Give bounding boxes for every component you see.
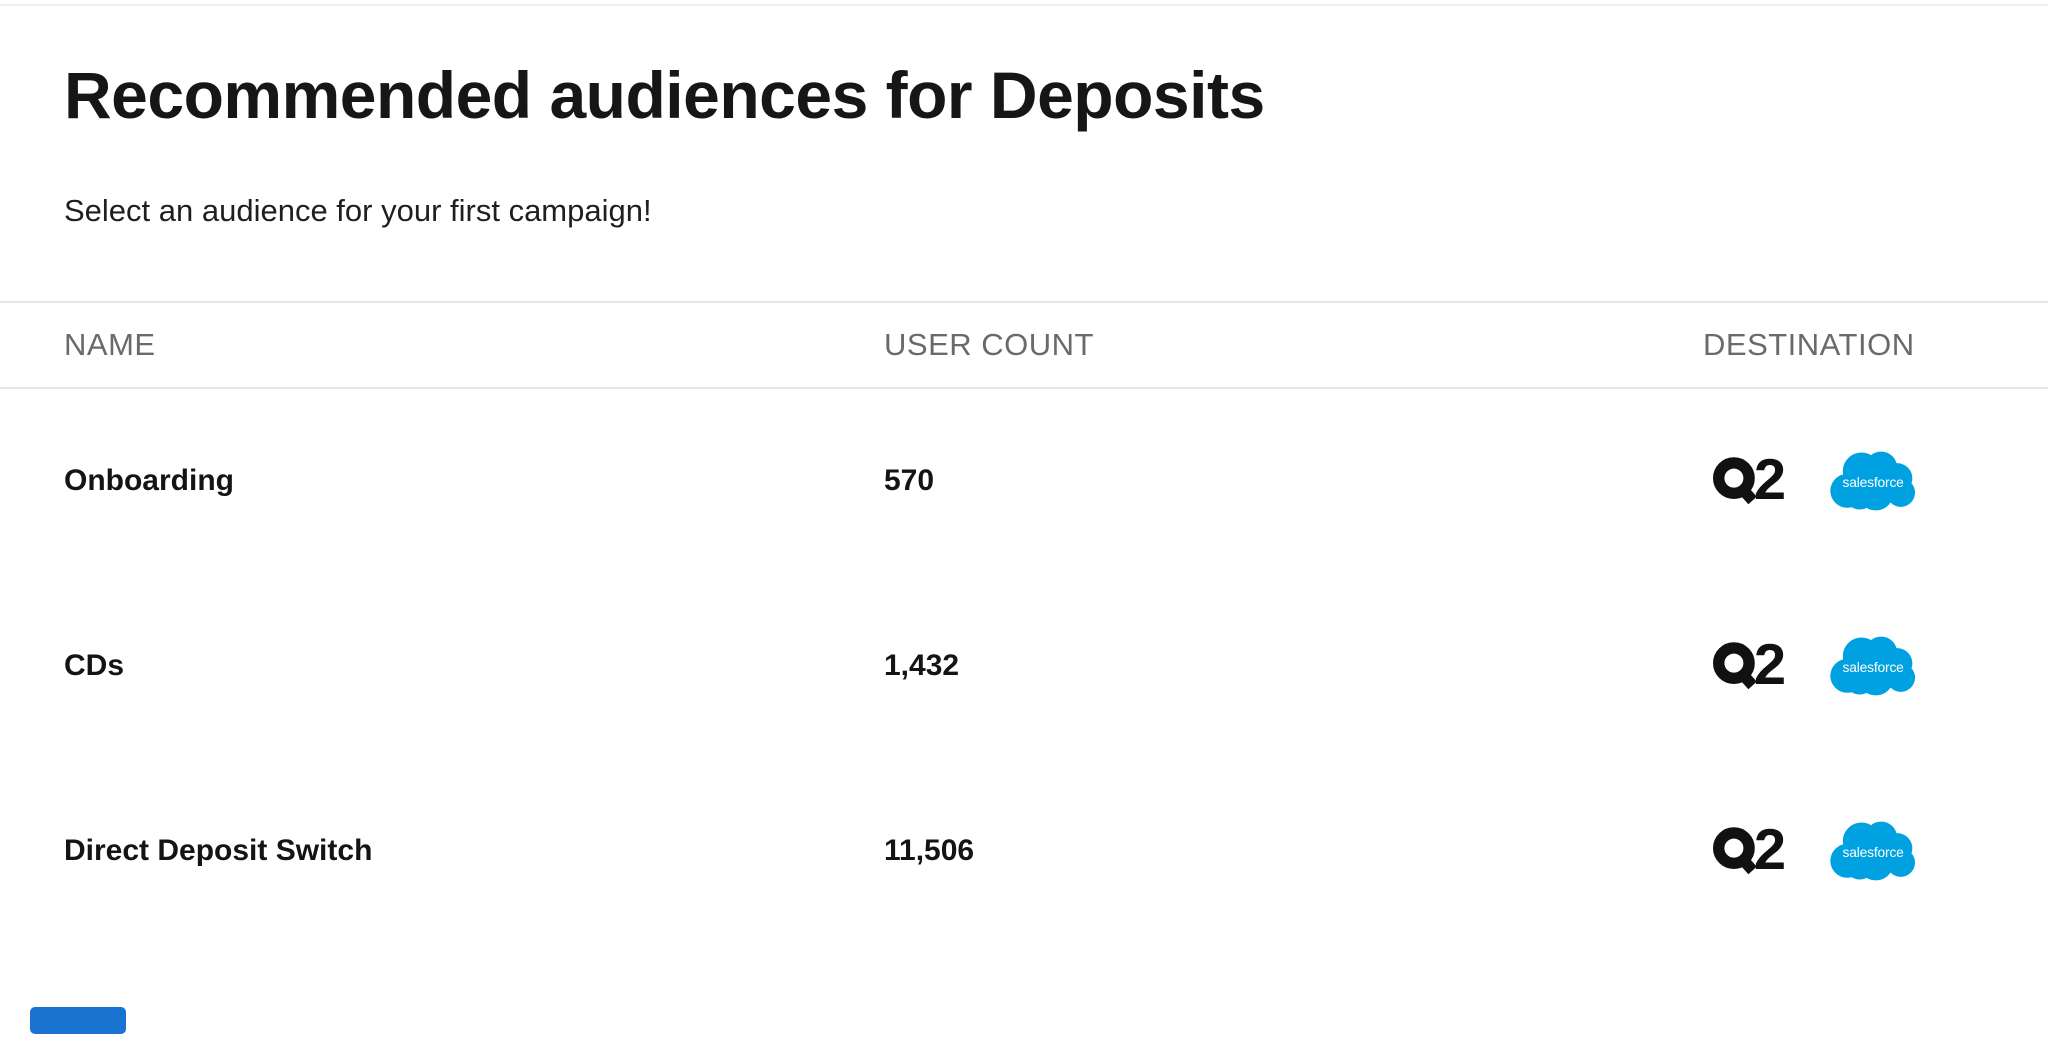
audience-name: Direct Deposit Switch <box>64 834 373 868</box>
destination-cell: 2 salesforce <box>1703 633 1948 699</box>
q2-destination-icon: 2 <box>1713 456 1789 506</box>
svg-text:2: 2 <box>1754 456 1786 506</box>
svg-text:2: 2 <box>1754 641 1786 691</box>
svg-text:2: 2 <box>1754 826 1786 876</box>
audience-name: Onboarding <box>64 464 234 498</box>
column-header-name: NAME <box>64 326 156 362</box>
top-divider <box>0 4 2048 6</box>
recommended-audiences-panel: Recommended audiences for Deposits Selec… <box>0 58 2048 944</box>
salesforce-destination-icon: salesforce <box>1829 448 1919 514</box>
column-header-destination: DESTINATION <box>1703 326 1915 362</box>
audience-row-onboarding[interactable]: Onboarding 570 2 <box>0 389 2048 574</box>
salesforce-destination-icon: salesforce <box>1829 633 1919 699</box>
svg-text:salesforce: salesforce <box>1843 659 1905 675</box>
audience-row-cds[interactable]: CDs 1,432 2 <box>0 574 2048 759</box>
column-header-user-count: USER COUNT <box>884 326 1094 362</box>
q2-destination-icon: 2 <box>1713 826 1789 876</box>
destination-cell: 2 salesforce <box>1703 448 1948 514</box>
page-title: Recommended audiences for Deposits <box>64 58 1265 132</box>
destination-cell: 2 salesforce <box>1703 818 1948 884</box>
svg-text:salesforce: salesforce <box>1843 474 1905 490</box>
bottom-partial-button[interactable] <box>30 1007 126 1034</box>
audience-user-count: 11,506 <box>884 834 975 868</box>
table-header-row: NAME USER COUNT DESTINATION <box>0 300 2048 389</box>
salesforce-destination-icon: salesforce <box>1829 818 1919 884</box>
audience-name: CDs <box>64 649 125 683</box>
audience-table: NAME USER COUNT DESTINATION Onboarding 5… <box>0 300 2048 944</box>
audience-user-count: 570 <box>884 464 935 498</box>
q2-destination-icon: 2 <box>1713 641 1789 691</box>
page-subtitle: Select an audience for your first campai… <box>64 192 652 228</box>
audience-user-count: 1,432 <box>884 649 960 683</box>
svg-text:salesforce: salesforce <box>1843 844 1905 860</box>
audience-row-direct-deposit-switch[interactable]: Direct Deposit Switch 11,506 2 <box>0 759 2048 944</box>
